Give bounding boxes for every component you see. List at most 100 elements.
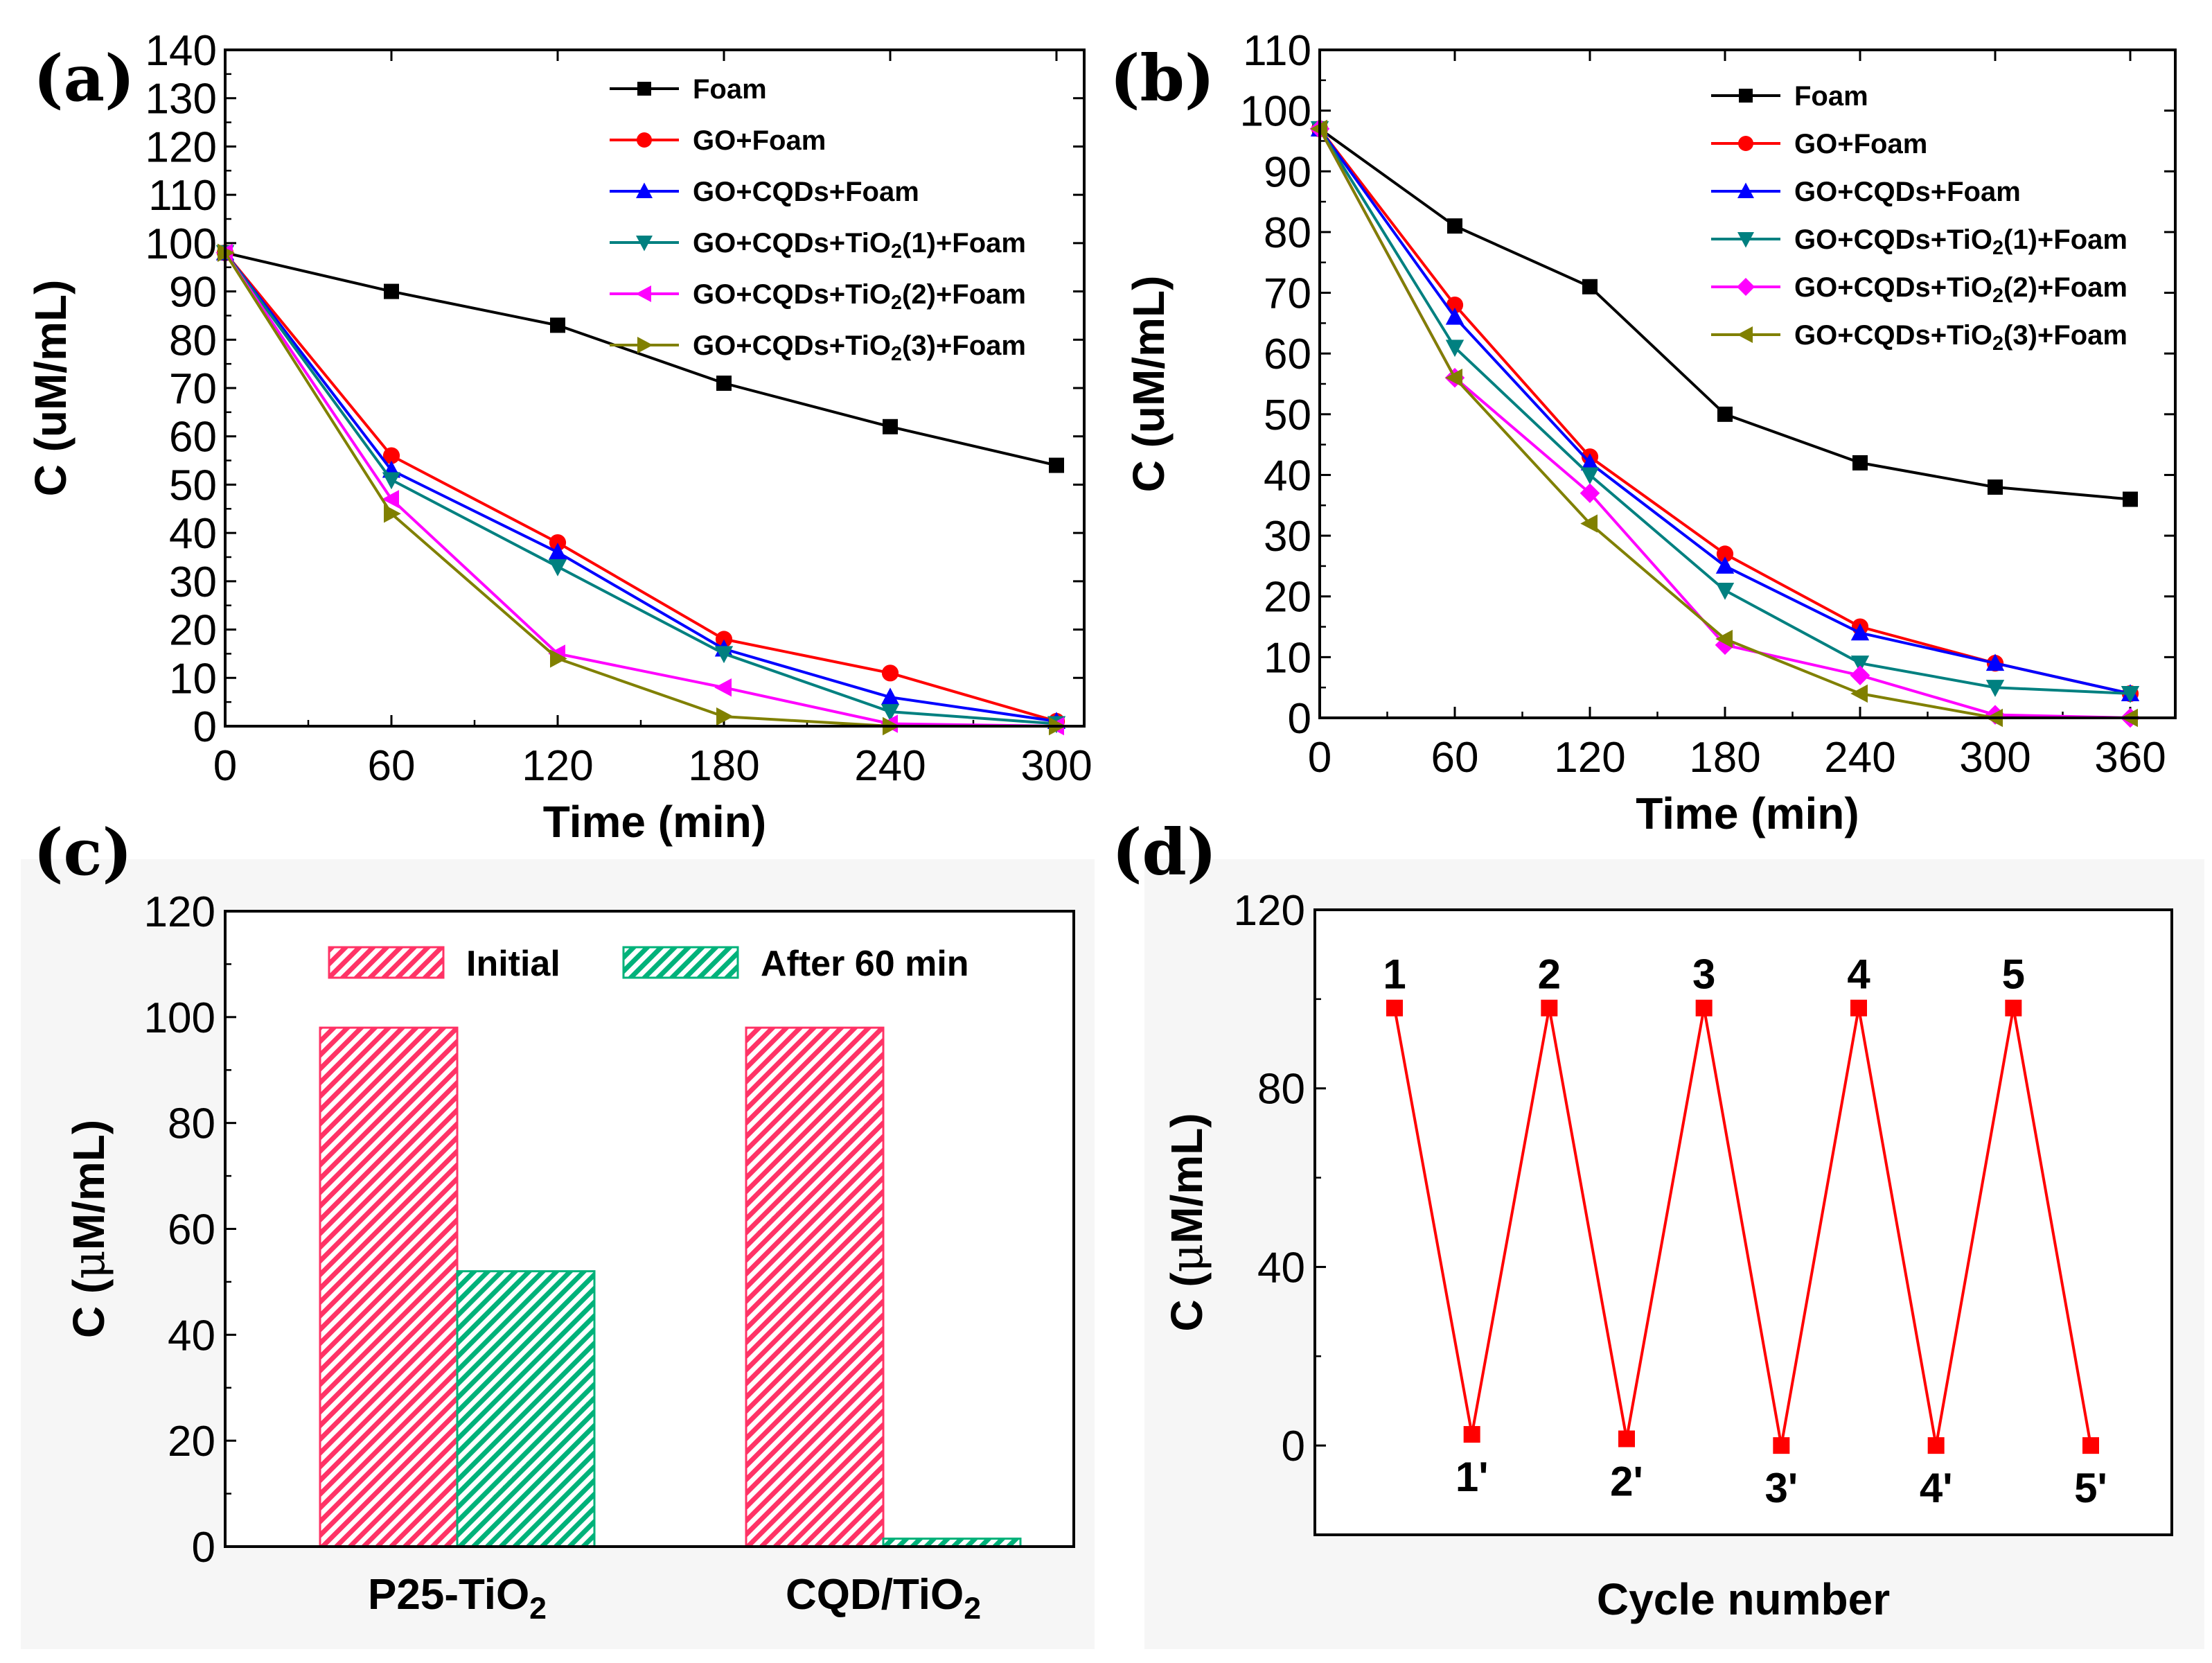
y-tick-label: 120 (1234, 887, 1305, 935)
x-tick-label: 180 (688, 742, 759, 790)
y-tick-label: 60 (1264, 331, 1311, 378)
y-tick-label: 50 (169, 461, 217, 509)
data-point (1716, 545, 1734, 563)
y-tick-label: 30 (1264, 513, 1311, 561)
point-label: 3' (1765, 1465, 1798, 1511)
y-tick-label: 60 (169, 414, 217, 461)
data-point (1852, 455, 1868, 470)
legend-text: (3)+Foam (902, 331, 1026, 361)
y-tick-label: 50 (1264, 391, 1311, 439)
y-tick-label: 90 (169, 269, 217, 317)
x-tick-label: 180 (1689, 734, 1760, 782)
y-tick-label: 20 (169, 607, 217, 655)
legend-marker (637, 337, 653, 353)
panel-label: (c) (33, 815, 132, 890)
plot-frame (224, 49, 1086, 728)
series-line-1 (224, 252, 1057, 723)
y-tick-label: 0 (1288, 695, 1311, 743)
data-point (550, 649, 567, 668)
legend-label: GO+Foam (1794, 129, 1927, 159)
legend-subscript: 2 (891, 292, 902, 314)
legend-marker (635, 285, 651, 302)
data-point (548, 543, 567, 561)
y-tick-label: 0 (1282, 1423, 1305, 1470)
data-point (1715, 556, 1735, 574)
legend-label: GO+CQDs+TiO2(2)+Foam (1794, 272, 2127, 307)
legend-marker (1737, 278, 1755, 296)
point-label: 4' (1920, 1465, 1953, 1511)
data-point (1850, 623, 1870, 641)
legend-text: (3)+Foam (2003, 320, 2127, 351)
y-tick-label: 20 (1264, 574, 1311, 622)
data-point (881, 687, 900, 705)
legend-label: After 60 min (761, 944, 969, 984)
data-point (1445, 369, 1462, 387)
y-tick-label: 130 (145, 76, 217, 123)
legend-subscript: 2 (891, 343, 902, 365)
x-tick-label: 240 (854, 742, 926, 790)
legend-text: GO+CQDs+TiO (693, 279, 891, 310)
point-label: 5 (2002, 951, 2025, 998)
x-tick-label: 300 (1020, 742, 1092, 790)
y-tick-label: 120 (145, 123, 217, 171)
data-point (714, 678, 732, 697)
y-tick-label: 80 (169, 317, 217, 364)
legend-marker (637, 82, 651, 96)
x-axis-title: Cycle number (1597, 1574, 1890, 1624)
data-point (1386, 999, 1403, 1017)
data-point (382, 447, 400, 464)
axis-text: C ( (1162, 1272, 1212, 1332)
chart-panel-d: 0 40 80 120 1 1' 2 2' 3 3' 4 4' 5 5' Cycle number C (μM… (1112, 815, 2204, 1649)
y-tick-label: 0 (193, 703, 217, 751)
plot-background (1315, 910, 2172, 1535)
series-line-5 (224, 252, 1056, 728)
legend-label: GO+CQDs+TiO2(3)+Foam (1794, 320, 2127, 355)
x-category-label: CQD/TiO2 (786, 1571, 981, 1626)
x-tick-label: 240 (1824, 734, 1895, 782)
x-tick-label: 0 (213, 742, 237, 790)
legend-label: GO+CQDs+Foam (1794, 177, 2021, 207)
legend-marker (1737, 232, 1754, 248)
data-point (2123, 491, 2138, 507)
y-tick-label: 110 (148, 172, 217, 220)
x-tick-label: 120 (522, 742, 593, 790)
data-point (1850, 999, 1867, 1017)
data-point (1985, 653, 2005, 671)
legend-text: (1)+Foam (902, 228, 1026, 258)
y-tick-label: 70 (169, 365, 217, 413)
data-point (384, 504, 401, 523)
data-point (881, 704, 900, 721)
data-point (1463, 1426, 1480, 1443)
y-tick-label: 100 (145, 220, 217, 268)
axis-text: C ( (64, 1278, 114, 1338)
y-tick-label: 100 (144, 994, 215, 1042)
y-tick-label: 40 (1264, 452, 1311, 500)
y-tick-label: 110 (1243, 27, 1311, 75)
axis-text: M/mL) (1162, 1113, 1212, 1243)
bar (456, 1270, 596, 1548)
y-tick-label: 10 (169, 655, 217, 703)
panel-label: (d) (1112, 815, 1216, 890)
panel-label: (a) (33, 41, 135, 116)
legend-marker (636, 236, 653, 252)
legend-label: GO+CQDs+Foam (693, 177, 919, 207)
y-tick-label: 80 (1257, 1066, 1305, 1114)
y-axis-title: C (μM/mL) (1162, 1113, 1213, 1331)
category-text: P25-TiO (368, 1571, 529, 1619)
data-point (1715, 629, 1733, 649)
data-point (1580, 483, 1600, 504)
category-subscript: 2 (964, 1592, 981, 1626)
legend-subscript: 2 (1992, 285, 2003, 307)
series-line-2 (224, 252, 1057, 723)
bar (319, 1026, 459, 1548)
data-point (1447, 218, 1462, 234)
x-tick-label: 60 (1431, 734, 1479, 782)
legend-marker (636, 182, 653, 198)
legend-label: Foam (1794, 81, 1868, 112)
data-point (1618, 1430, 1635, 1448)
legend-swatch (622, 946, 739, 979)
y-tick-label: 40 (169, 510, 217, 558)
data-point (1715, 582, 1735, 600)
